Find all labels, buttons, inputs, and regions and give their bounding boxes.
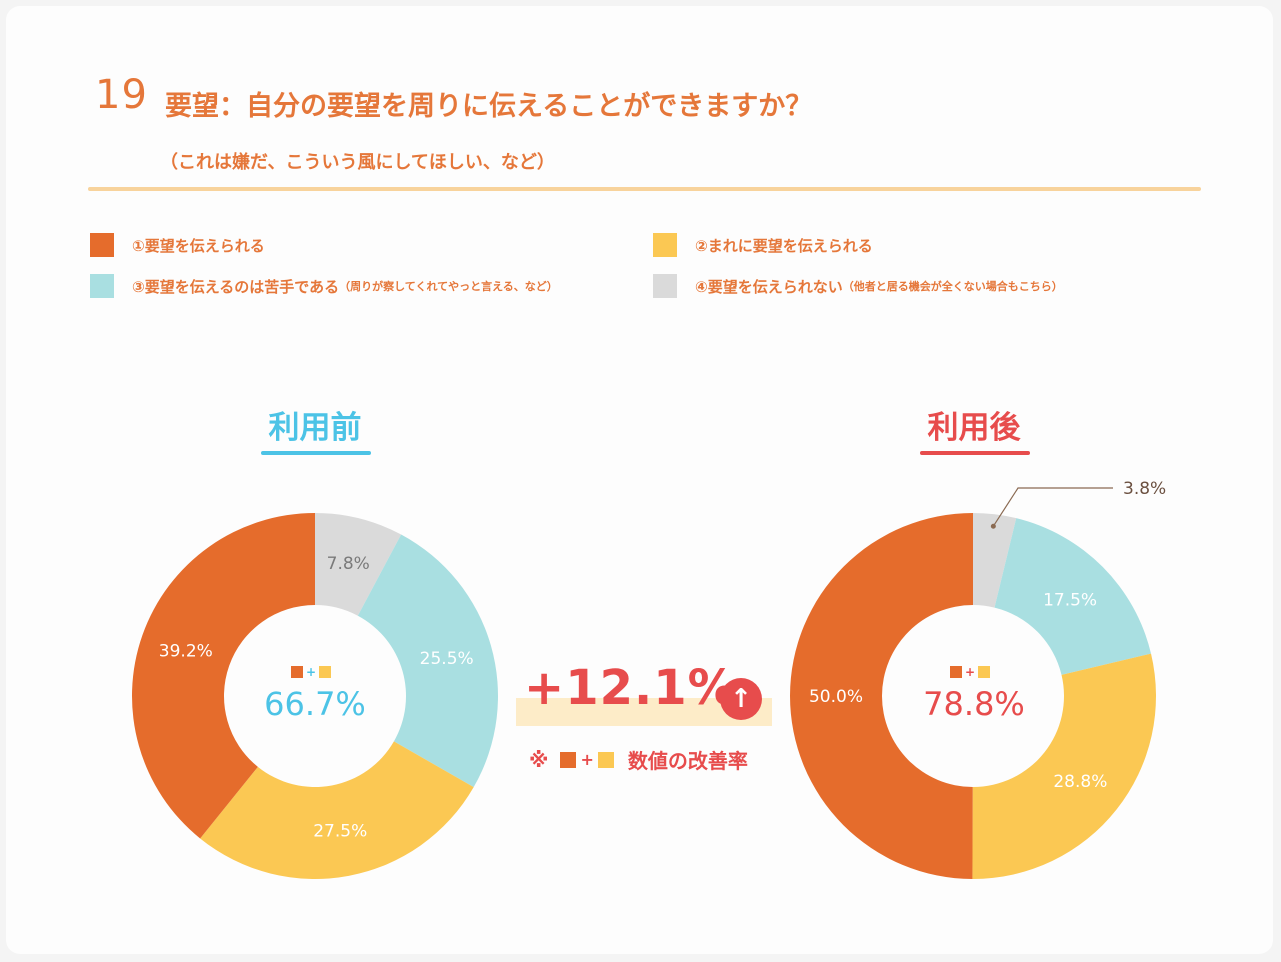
legend-note-4: （他者と居る機会が全くない場合もこちら） <box>842 280 1063 293</box>
after-key-yellow <box>978 666 991 678</box>
legend-item-4: ④要望を伝えられない （他者と居る機会が全くない場合もこちら） <box>653 274 1063 298</box>
before-slice-gray <box>315 513 402 616</box>
after-leader-line <box>992 487 1113 527</box>
improvement-value: +12.1% <box>524 660 737 716</box>
after-center-key: + <box>950 665 991 679</box>
legend-item-3: ③要望を伝えるのは苦手である （周りが察してくれてやっと言える、など） <box>90 274 558 298</box>
after-label-yellow: 28.8% <box>1053 772 1107 792</box>
after-slice-cyan <box>994 518 1152 675</box>
note-mark: ※ <box>529 747 549 772</box>
legend-item-2: ②まれに要望を伝えられる <box>653 233 873 257</box>
before-center-value: 66.7% <box>264 685 366 723</box>
before-slice-orange <box>132 513 315 839</box>
legend-label-2: ②まれに要望を伝えられる <box>695 236 873 255</box>
before-slice-yellow <box>200 741 474 879</box>
before-key-yellow <box>319 666 332 678</box>
before-label-orange: 39.2% <box>159 641 213 661</box>
after-key-orange <box>950 666 962 678</box>
note-key-yellow <box>597 751 614 768</box>
after-label-gray: 3.8% <box>1123 479 1166 499</box>
note-key-orange <box>560 751 577 768</box>
before-label-gray: 7.8% <box>327 554 370 574</box>
before-center-key: + <box>291 665 332 679</box>
before-key-plus: + <box>306 665 317 679</box>
before-label-cyan: 25.5% <box>420 649 474 669</box>
before-title: 利用前 <box>268 410 362 446</box>
after-slice-yellow <box>972 653 1156 879</box>
before-key-orange <box>291 666 303 678</box>
question-subtitle: （これは嫌だ、こういう風にしてほしい、など） <box>160 152 555 173</box>
legend-label-3: ③要望を伝えるのは苦手である <box>132 277 340 296</box>
legend-swatch-3 <box>90 274 114 298</box>
donut-before: 7.8% 25.5% 27.5% 39.2% <box>132 513 498 879</box>
after-label-orange: 50.0% <box>809 687 863 707</box>
improvement-note: ※ + 数値の改善率 <box>529 745 748 774</box>
after-key-plus: + <box>965 665 976 679</box>
after-underline <box>920 451 1030 455</box>
legend-item-1: ①要望を伝えられる <box>90 233 265 257</box>
after-center-value: 78.8% <box>923 685 1025 723</box>
legend-label-1: ①要望を伝えられる <box>132 236 265 255</box>
after-slice-gray <box>973 513 1017 608</box>
note-text: 数値の改善率 <box>627 749 748 773</box>
before-label-yellow: 27.5% <box>313 822 367 842</box>
legend-swatch-2 <box>653 233 677 257</box>
arrow-up-icon: ↑ <box>720 678 762 720</box>
note-plus: + <box>580 750 594 769</box>
legend-note-3: （周りが察してくれてやっと言える、など） <box>339 280 558 293</box>
legend-label-4: ④要望を伝えられない <box>695 277 843 296</box>
after-label-cyan: 17.5% <box>1043 590 1097 610</box>
divider <box>88 187 1201 191</box>
legend-swatch-4 <box>653 274 677 298</box>
question-number: 19 <box>95 72 148 118</box>
question-title: 要望：自分の要望を周りに伝えることができますか？ <box>165 91 813 122</box>
donut-after: 3.8% 17.5% 28.8% 50.0% <box>790 479 1166 879</box>
after-slice-orange <box>790 513 973 879</box>
after-title: 利用後 <box>927 410 1021 446</box>
legend-swatch-1 <box>90 233 114 257</box>
before-underline <box>261 451 371 455</box>
before-slice-cyan <box>357 534 498 788</box>
